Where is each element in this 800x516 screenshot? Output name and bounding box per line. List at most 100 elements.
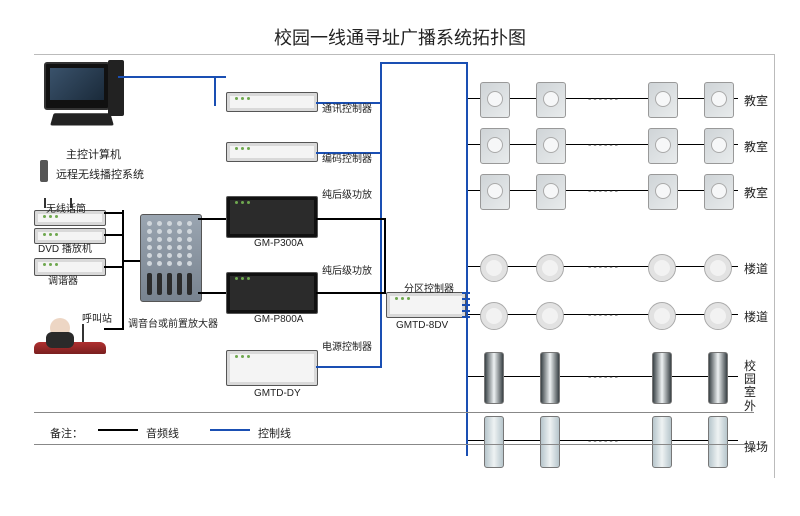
- line-pc_bus_down: [214, 76, 216, 106]
- line-amp2_zone_v: [384, 218, 386, 294]
- wall-speaker: [704, 128, 734, 164]
- ceiling-speaker: [704, 254, 732, 282]
- wall-speaker: [536, 82, 566, 118]
- label-classroom3: 教室: [744, 184, 768, 201]
- rack-unit: [226, 92, 318, 112]
- wall-speaker: [480, 82, 510, 118]
- ellipsis: ------: [588, 186, 620, 197]
- line-src_to_mixer: [122, 260, 140, 262]
- wall-speaker: [704, 82, 734, 118]
- ceiling-speaker: [480, 254, 508, 282]
- label-legend_audio: 音频线: [146, 425, 179, 441]
- label-p300a: GM-P300A: [254, 238, 303, 249]
- label-wireless_mic: 无线话筒: [46, 200, 86, 215]
- wall-speaker: [648, 82, 678, 118]
- column-speaker: [484, 352, 504, 404]
- column-speaker: [708, 416, 728, 468]
- label-p800a: GM-P800A: [254, 314, 303, 325]
- frame-right: [774, 54, 775, 478]
- label-playground: 操场: [744, 438, 768, 455]
- ceiling-speaker: [536, 254, 564, 282]
- ceiling-speaker: [536, 302, 564, 330]
- label-mixer: 调音台或前置放大器: [128, 315, 218, 330]
- wall-speaker: [536, 128, 566, 164]
- legend-audio-line: [98, 429, 138, 431]
- column-speaker: [652, 416, 672, 468]
- line-bus_v_right: [466, 62, 468, 456]
- line-src_mic: [104, 212, 124, 214]
- diagram-title: 校园一线通寻址广播系统拓扑图: [0, 24, 800, 50]
- line-src_bus_v: [122, 210, 124, 330]
- column-speaker: [484, 416, 504, 468]
- ceiling-speaker: [480, 302, 508, 330]
- ellipsis: ------: [588, 310, 620, 321]
- label-outdoor: 校园室外: [744, 360, 758, 413]
- rack-unit: [226, 272, 318, 314]
- wall-speaker: [648, 174, 678, 210]
- ellipsis: ------: [588, 94, 620, 105]
- label-tuner: 调谐器: [48, 272, 78, 287]
- label-classroom2: 教室: [744, 138, 768, 155]
- line-rack_bus_5: [316, 366, 382, 368]
- column-speaker: [652, 352, 672, 404]
- line-zone_out4: [462, 310, 470, 312]
- ellipsis: ------: [588, 372, 620, 383]
- line-amp1_to_zone: [316, 218, 386, 220]
- legend-ctrl-line: [210, 429, 250, 431]
- line-main_bus_v: [380, 62, 382, 308]
- line-bus_v_ext: [380, 308, 382, 368]
- label-encoder: 编码控制器: [322, 150, 372, 165]
- legend-divider-bottom: [34, 444, 754, 445]
- rack-unit: [226, 196, 318, 238]
- host-pc-monitor: [44, 62, 110, 110]
- label-zone_ctrl: 分区控制器: [404, 280, 454, 295]
- frame-top: [34, 54, 774, 55]
- rack-unit: [226, 350, 318, 386]
- line-src_call: [104, 328, 124, 330]
- wall-speaker: [480, 128, 510, 164]
- column-speaker: [708, 352, 728, 404]
- rack-unit: [226, 142, 318, 162]
- ellipsis: ------: [588, 262, 620, 273]
- legend-divider-top: [34, 412, 754, 413]
- wall-speaker: [536, 174, 566, 210]
- label-comm_ctrl: 通讯控制器: [322, 100, 372, 115]
- label-legend_label: 备注：: [50, 425, 83, 441]
- label-dvd: DVD 播放机: [38, 240, 92, 255]
- line-src_tuner: [104, 266, 124, 268]
- label-corridor2: 楼道: [744, 308, 768, 325]
- line-mixer_to_rack_b: [198, 292, 226, 294]
- line-zone_out1: [462, 292, 470, 294]
- label-call_station: 呼叫站: [82, 310, 112, 325]
- line-zone_out2: [462, 298, 470, 300]
- line-zone_out3: [462, 304, 470, 306]
- host-pc-keyboard: [50, 113, 114, 125]
- line-src_dvd: [104, 234, 124, 236]
- ceiling-speaker: [704, 302, 732, 330]
- label-host_pc: 主控计算机: [66, 146, 121, 162]
- rack-unit: [386, 292, 466, 318]
- ellipsis: ------: [588, 436, 620, 447]
- mixer: [140, 214, 202, 302]
- label-remote_ctrl: 远程无线播控系统: [56, 166, 144, 182]
- ellipsis: ------: [588, 140, 620, 151]
- wall-speaker: [480, 174, 510, 210]
- label-gmtd_dy: GMTD-DY: [254, 388, 301, 399]
- wall-speaker: [704, 174, 734, 210]
- label-pwr_ctrl: 电源控制器: [322, 338, 372, 353]
- label-corridor1: 楼道: [744, 260, 768, 277]
- host-pc-tower: [108, 60, 124, 116]
- column-speaker: [540, 416, 560, 468]
- label-legend_ctrl: 控制线: [258, 425, 291, 441]
- line-mixer_to_rack_a: [198, 218, 226, 220]
- line-pc_to_bus: [118, 76, 226, 78]
- label-amp_post1: 纯后级功放: [322, 186, 372, 201]
- line-zone_out5: [462, 316, 470, 318]
- wall-speaker: [648, 128, 678, 164]
- ceiling-speaker: [648, 254, 676, 282]
- column-speaker: [540, 352, 560, 404]
- label-amp_post2: 纯后级功放: [322, 262, 372, 277]
- line-bus_h_top: [380, 62, 468, 64]
- label-gmtd_8dv: GMTD-8DV: [396, 320, 448, 331]
- remote-control: [40, 160, 48, 182]
